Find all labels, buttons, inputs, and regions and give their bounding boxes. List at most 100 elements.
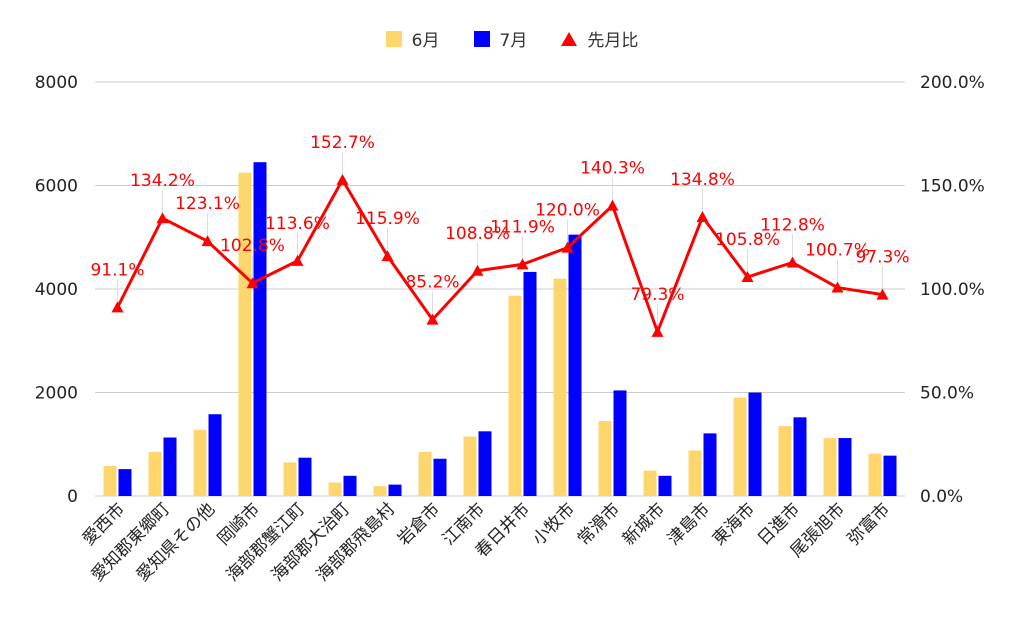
legend-item-july[interactable]: 7月 <box>473 26 528 51</box>
bar-june <box>598 420 612 496</box>
ratio-data-label: 111.9% <box>490 217 555 237</box>
bar-july <box>478 431 492 496</box>
bar-july <box>703 433 717 496</box>
legend-swatch-july <box>473 30 490 47</box>
bar-june <box>553 278 567 496</box>
ratio-point <box>606 199 619 211</box>
ratio-point <box>156 212 169 224</box>
bar-june <box>148 452 162 496</box>
bar-july <box>748 392 762 496</box>
bar-june <box>373 486 387 496</box>
bar-june <box>238 172 252 496</box>
legend-swatch-june <box>385 30 402 47</box>
y-left-tick-label: 4000 <box>35 280 78 300</box>
bar-june <box>733 397 747 496</box>
x-category-label: 新城市 <box>619 499 669 549</box>
bar-july <box>298 457 312 496</box>
bar-june <box>688 450 702 496</box>
bar-june <box>463 436 477 496</box>
ratio-data-label: 140.3% <box>580 159 645 179</box>
legend-label-july: 7月 <box>499 31 528 51</box>
ratio-data-label: 91.1% <box>90 260 144 280</box>
ratio-data-label: 108.8% <box>445 224 510 244</box>
ratio-point <box>111 301 124 313</box>
ratio-point <box>336 173 349 185</box>
bar-july <box>883 455 897 496</box>
x-category-label: 常滑市 <box>574 499 624 549</box>
ratio-data-label: 113.6% <box>265 214 330 234</box>
ratio-point <box>246 277 259 289</box>
ratio-point <box>786 256 799 268</box>
ratio-point <box>561 241 574 253</box>
ratio-point <box>696 210 709 222</box>
bar-june <box>823 438 837 496</box>
ratio-data-label: 115.9% <box>355 209 420 229</box>
bar-july <box>388 484 402 496</box>
bar-june <box>778 426 792 496</box>
x-category-label: 津島市 <box>664 499 714 549</box>
legend: 6月 7月 先月比 <box>0 26 1024 51</box>
ratio-point <box>426 313 439 325</box>
bar-july <box>613 390 627 496</box>
legend-item-june[interactable]: 6月 <box>385 26 440 51</box>
bar-june <box>193 429 207 496</box>
ratio-point <box>831 281 844 293</box>
ratio-data-label: 123.1% <box>175 194 240 214</box>
bar-july <box>658 475 672 496</box>
bar-june <box>418 452 432 496</box>
ratio-data-label: 152.7% <box>310 133 375 153</box>
bar-july <box>568 234 582 496</box>
ratio-point <box>471 264 484 276</box>
y-right-tick-label: 100.0% <box>920 280 985 300</box>
ratio-line <box>116 178 883 334</box>
ratio-data-label: 105.8% <box>715 230 780 250</box>
ratio-data-label: 102.8% <box>220 236 285 256</box>
ratio-point <box>741 270 754 282</box>
y-right-tick-label: 200.0% <box>920 73 985 93</box>
legend-item-ratio[interactable]: 先月比 <box>561 26 638 51</box>
bar-june <box>868 453 882 496</box>
ratio-point <box>201 235 214 247</box>
y-left-tick-label: 6000 <box>35 177 78 197</box>
bar-june <box>328 482 342 496</box>
bar-july <box>253 162 267 496</box>
y-right-tick-label: 0.0% <box>920 487 963 507</box>
ratio-point <box>381 250 394 262</box>
bar-june <box>643 470 657 496</box>
y-left-tick-label: 2000 <box>35 384 78 404</box>
bar-june <box>103 465 117 496</box>
ratio-data-label: 85.2% <box>405 273 459 293</box>
ratio-data-label: 97.3% <box>855 248 909 268</box>
bar-july <box>343 475 357 496</box>
bar-july <box>433 458 447 496</box>
ratio-data-label: 112.8% <box>760 216 825 236</box>
bar-june <box>508 295 522 496</box>
bar-june <box>283 462 297 496</box>
ratio-point <box>876 288 889 300</box>
ratio-point <box>651 325 664 337</box>
x-category-label: 弥富市 <box>844 499 894 549</box>
ratio-point <box>516 258 529 270</box>
y-right-tick-label: 50.0% <box>920 384 974 404</box>
bar-july <box>523 271 537 496</box>
ratio-data-label: 120.0% <box>535 201 600 221</box>
bar-july <box>793 417 807 496</box>
bar-july <box>163 437 177 496</box>
ratio-data-label: 100.7% <box>805 241 870 261</box>
legend-label-june: 6月 <box>411 31 440 51</box>
ratio-data-label: 79.3% <box>630 285 684 305</box>
y-left-tick-label: 0 <box>67 487 78 507</box>
bar-july <box>838 438 852 496</box>
ratio-point <box>291 254 304 266</box>
y-left-tick-label: 8000 <box>35 73 78 93</box>
ratio-data-label: 134.8% <box>670 170 735 190</box>
ratio-data-label: 134.2% <box>130 171 195 191</box>
x-category-label: 東海市 <box>709 499 759 549</box>
legend-triangle-icon <box>561 31 578 46</box>
legend-label-ratio: 先月比 <box>587 31 639 51</box>
x-category-label: 小牧市 <box>529 499 579 549</box>
y-right-tick-label: 150.0% <box>920 177 985 197</box>
bar-july <box>208 414 222 496</box>
